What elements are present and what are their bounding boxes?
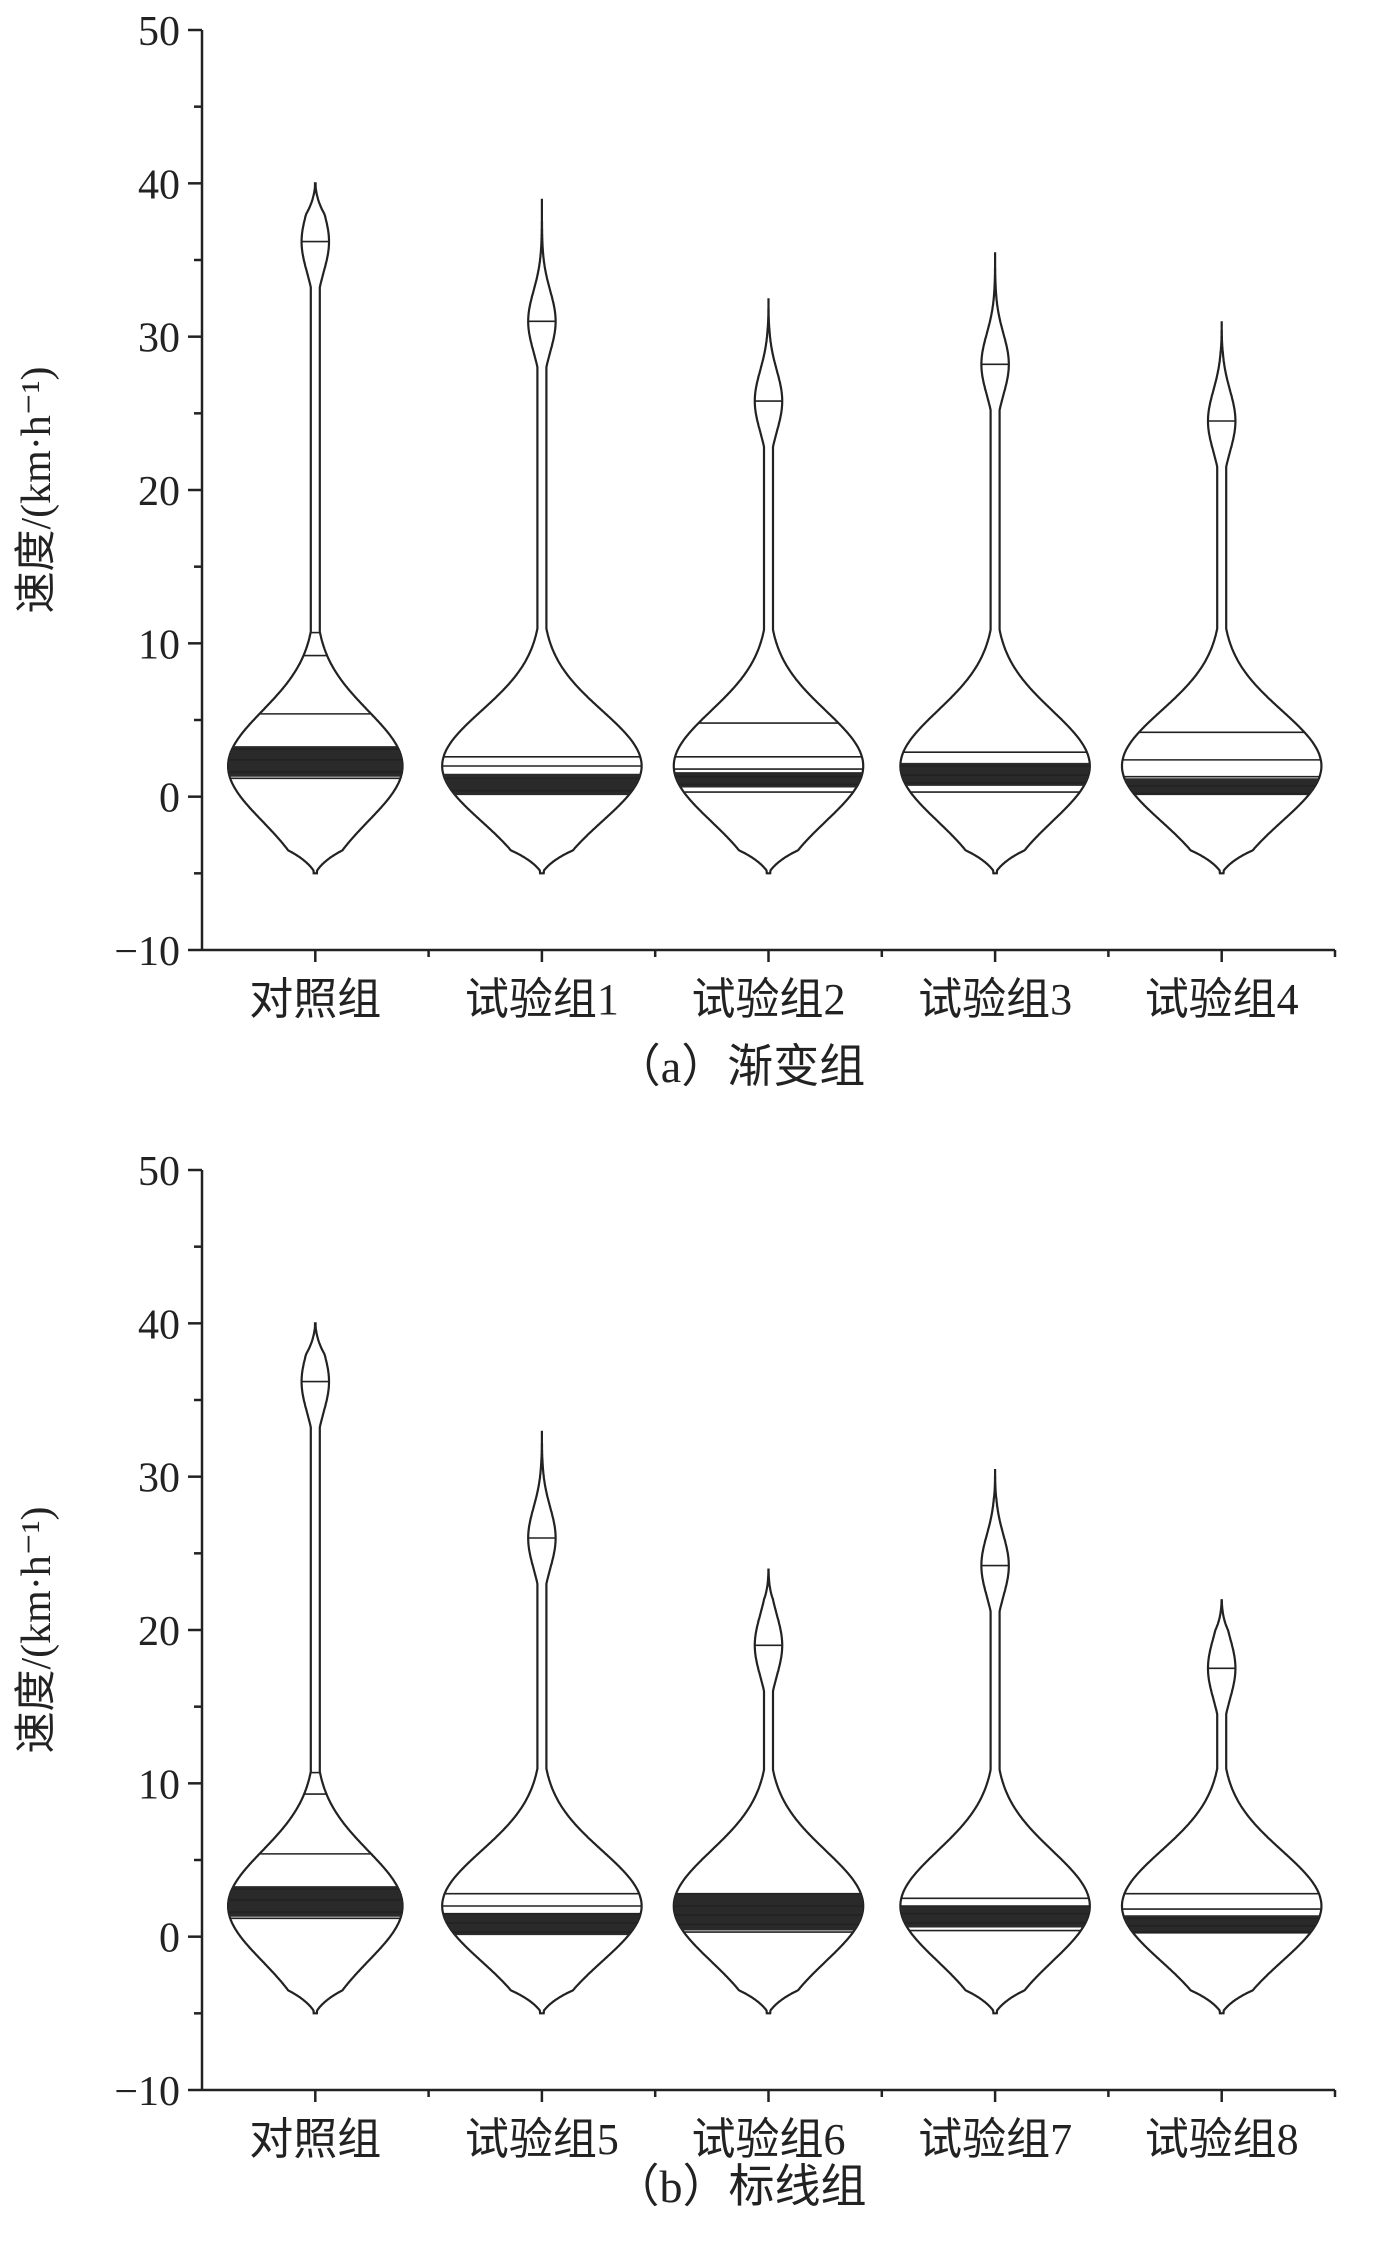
violin-outline <box>1120 1599 1323 2015</box>
y-tick-label: 20 <box>138 469 180 515</box>
x-tick-label: 对照组 <box>249 2115 381 2164</box>
violin-5 <box>1120 1599 1323 2015</box>
violin-4 <box>899 1469 1091 2015</box>
y-tick-label: 10 <box>138 622 180 668</box>
violin-2 <box>441 1430 643 2015</box>
y-tick-label: 50 <box>138 1149 180 1195</box>
y-tick-label: −10 <box>114 929 180 975</box>
violin-3 <box>672 1568 865 2015</box>
x-tick-label: 试验组2 <box>692 975 846 1024</box>
violin-dense-band <box>443 773 641 796</box>
x-tick-label: 对照组 <box>249 975 381 1024</box>
chart-panel-b: −10 0 10 20 30 40 50 速度/(km·h⁻¹) 对照组 试验组5 试验组6 试验组7… <box>14 1149 1337 2212</box>
violin-outline <box>672 298 865 875</box>
violin-dense-band <box>443 1913 641 1936</box>
panel-caption: （a）渐变组 <box>615 1041 865 1092</box>
y-tick-label: 40 <box>138 1302 180 1348</box>
y-tick-label: 10 <box>138 1762 180 1808</box>
violin-outline <box>227 1322 404 2015</box>
chart-panel-a: −10 0 10 20 30 40 50 速度/(km·h⁻¹) 对照组 试验组1 试验组2 试验组3… <box>14 9 1337 1092</box>
y-tick-label: 30 <box>138 1456 180 1502</box>
violin-dense-band <box>673 1893 864 1931</box>
violin-outline <box>672 1568 865 2015</box>
x-tick-label: 试验组4 <box>1145 975 1299 1024</box>
violin-5 <box>1120 321 1323 875</box>
y-tick-label: 20 <box>138 1609 180 1655</box>
violin-3 <box>672 298 865 875</box>
y-tick-label: 40 <box>138 162 180 208</box>
y-tick-label: 0 <box>159 1916 180 1962</box>
x-tick-label: 试验组5 <box>465 2115 619 2164</box>
violin-1 <box>227 1322 404 2015</box>
violin-outline <box>1120 321 1323 875</box>
violin-outline <box>441 1430 643 2015</box>
y-axis-title: 速度/(km·h⁻¹) <box>14 1506 60 1753</box>
violin-outline <box>227 182 404 875</box>
violin-outline <box>899 252 1091 875</box>
violin-dense-band <box>228 1886 403 1917</box>
x-tick-label: 试验组1 <box>465 975 619 1024</box>
y-tick-label: −10 <box>114 2069 180 2115</box>
violin-dense-band <box>1123 1915 1320 1934</box>
x-tick-label: 试验组3 <box>918 975 1072 1024</box>
violin-dense-band <box>228 746 403 777</box>
y-tick-label: 0 <box>159 776 180 822</box>
violin-outline <box>899 1469 1091 2015</box>
y-tick-label: 50 <box>138 9 180 55</box>
violin-dense-band <box>900 1906 1090 1928</box>
x-tick-label: 试验组6 <box>692 2115 846 2164</box>
violin-4 <box>899 252 1091 875</box>
panel-caption: （b）标线组 <box>614 2161 867 2212</box>
x-tick-label: 试验组8 <box>1145 2115 1299 2164</box>
violin-1 <box>227 182 404 875</box>
violin-2 <box>441 198 643 875</box>
violin-outline <box>441 198 643 875</box>
y-axis-title: 速度/(km·h⁻¹) <box>14 366 60 613</box>
x-tick-label: 试验组7 <box>918 2115 1072 2164</box>
y-tick-label: 30 <box>138 316 180 362</box>
